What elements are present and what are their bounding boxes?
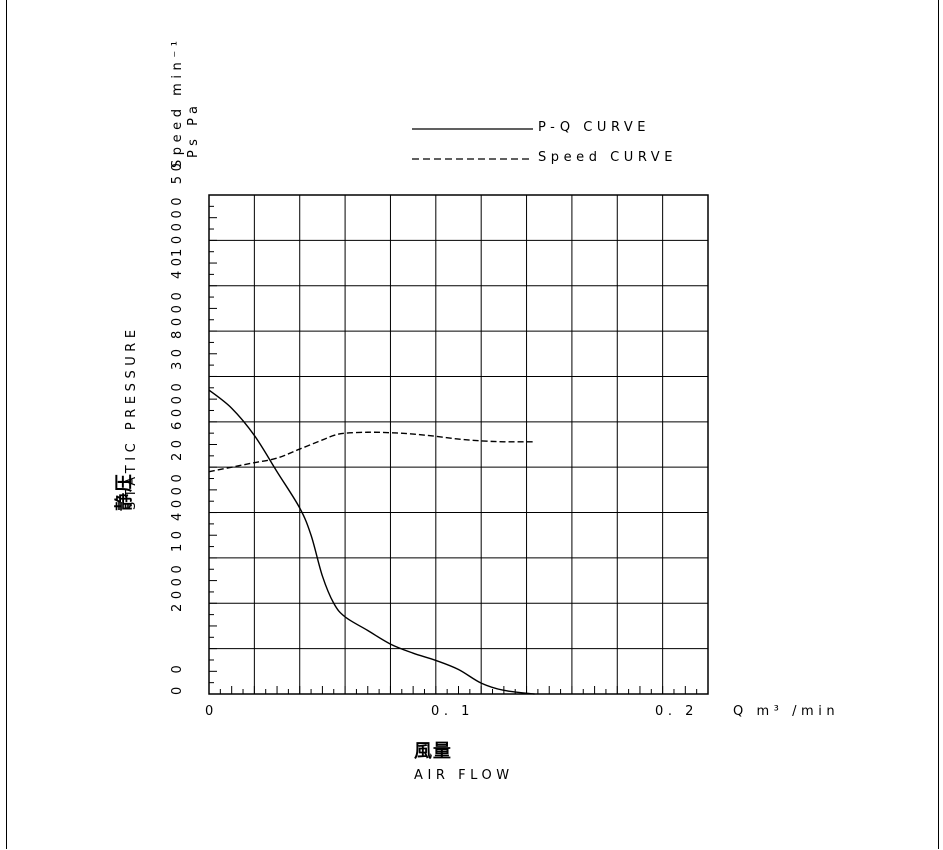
y-tick-label: 10000 50 xyxy=(170,158,185,257)
minor-ticks xyxy=(209,205,698,694)
x-tick-label: 0. 1 xyxy=(431,704,475,719)
y-unit-speed: Speed min⁻¹ xyxy=(170,36,185,168)
plot-border xyxy=(208,194,709,695)
speed-curve-line xyxy=(208,431,535,473)
x-unit-label: Q m³ /min xyxy=(733,704,840,719)
pq-curve-line xyxy=(208,389,535,695)
grid xyxy=(209,195,708,694)
y-tick-label: 2000 10 xyxy=(170,526,185,612)
legend-label-pq: P-Q CURVE xyxy=(538,120,651,135)
y-tick-label: 4000 20 xyxy=(170,435,185,521)
x-axis-title: AIR FLOW xyxy=(414,768,514,783)
y-tick-label: 8000 40 xyxy=(170,253,185,339)
x-axis-title-jp: 風量 xyxy=(414,741,452,762)
y-tick-label: 6000 30 xyxy=(170,344,185,430)
curves xyxy=(208,389,535,695)
x-tick-label: 0 xyxy=(205,704,218,719)
y-unit-pressure: Ps Pa xyxy=(186,101,201,159)
y-tick-label: 0 0 xyxy=(170,660,185,695)
x-tick-label: 0. 2 xyxy=(655,704,699,719)
y-axis-title: STATIC PRESSURE xyxy=(124,325,139,510)
legend xyxy=(412,128,533,160)
chart-frame xyxy=(6,0,939,849)
legend-label-speed: Speed CURVE xyxy=(538,150,677,165)
